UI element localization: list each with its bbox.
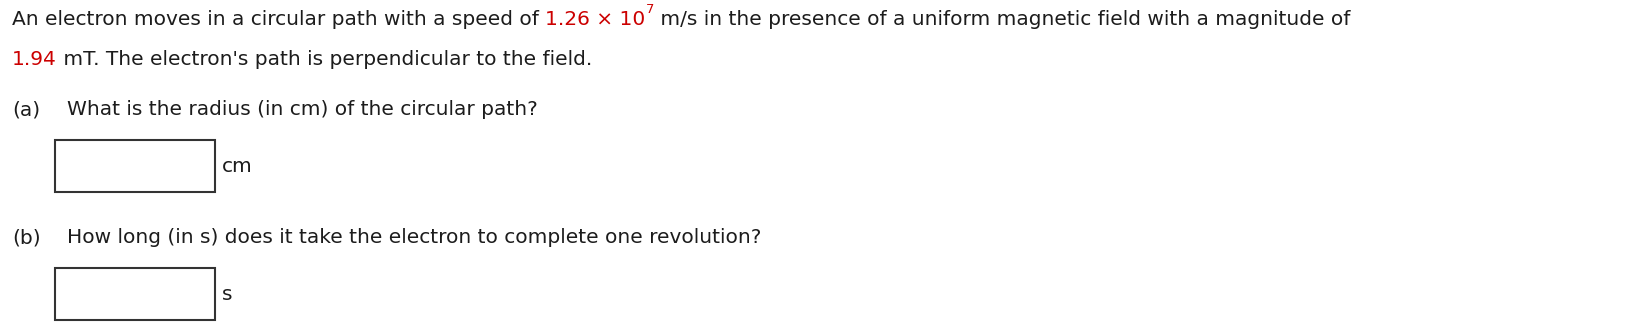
- Text: (b): (b): [11, 228, 41, 247]
- Text: 7: 7: [646, 3, 654, 16]
- Text: How long (in s) does it take the electron to complete one revolution?: How long (in s) does it take the electro…: [67, 228, 762, 247]
- Text: An electron moves in a circular path with a speed of: An electron moves in a circular path wit…: [11, 10, 546, 29]
- Text: (a): (a): [11, 100, 39, 119]
- Text: s: s: [221, 285, 233, 304]
- Text: 1.26 × 10: 1.26 × 10: [546, 10, 646, 29]
- Text: What is the radius (in cm) of the circular path?: What is the radius (in cm) of the circul…: [67, 100, 538, 119]
- Bar: [56, 268, 215, 320]
- Text: mT. The electron's path is perpendicular to the field.: mT. The electron's path is perpendicular…: [57, 50, 592, 69]
- Text: 1.94: 1.94: [11, 50, 57, 69]
- Bar: [56, 140, 215, 192]
- Text: m/s in the presence of a uniform magnetic field with a magnitude of: m/s in the presence of a uniform magneti…: [654, 10, 1351, 29]
- Text: cm: cm: [221, 157, 252, 175]
